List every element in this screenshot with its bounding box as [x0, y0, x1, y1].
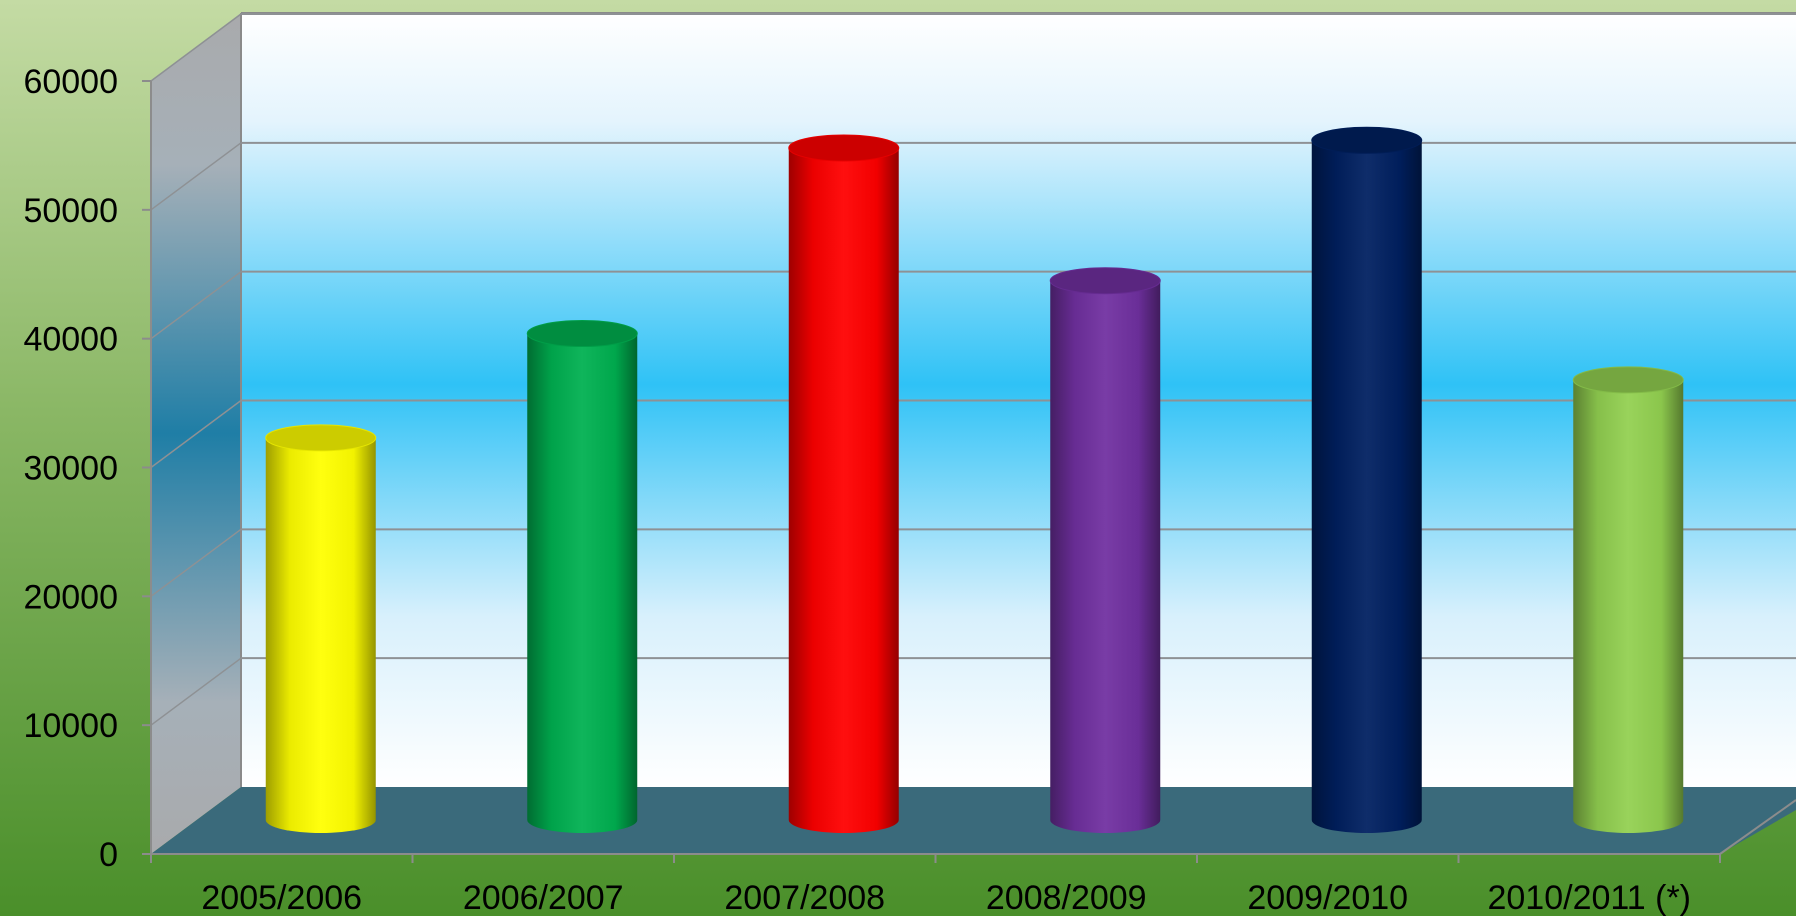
bar-body	[527, 333, 638, 833]
side-gridline	[150, 657, 242, 726]
gridlines	[150, 13, 1796, 726]
side-gridline	[150, 142, 242, 211]
y-tick-label: 10000	[23, 707, 118, 745]
bar-top	[1311, 126, 1423, 154]
y-tick-label: 40000	[23, 321, 118, 359]
x-tick-label: 2006/2007	[463, 879, 624, 916]
bar-top	[265, 424, 377, 452]
bar-top	[526, 320, 638, 348]
bar-top	[1572, 366, 1684, 394]
y-tick-label: 50000	[23, 192, 118, 230]
x-tick-label: 2005/2006	[201, 879, 362, 916]
plot-floor	[151, 787, 1796, 854]
x-tick-label: 2009/2010	[1247, 879, 1408, 916]
x-axis-ticks: 2005/2006 2006/2007 2007/2008 2008/2009 2009…	[150, 854, 1721, 916]
bar	[265, 424, 377, 834]
y-tick-label: 30000	[23, 450, 118, 488]
y-axis-ticks: 0 10000 20000 30000 40000 50000 60000	[23, 63, 151, 874]
x-tick-label: 2010/2011 (*)	[1487, 879, 1691, 916]
bar-top	[788, 134, 900, 162]
bar-top	[1049, 267, 1161, 295]
x-tick-label: 2007/2008	[724, 879, 885, 916]
bar-body	[1573, 379, 1684, 834]
side-gridline	[150, 528, 242, 597]
bar	[526, 320, 638, 833]
floor-right-edge	[1719, 799, 1796, 855]
bar-body	[1311, 140, 1422, 834]
y-tick-label: 20000	[23, 578, 118, 616]
side-gridline	[150, 271, 242, 340]
bar	[1049, 267, 1161, 834]
bar-body	[788, 147, 899, 833]
y-tick-label: 0	[99, 836, 118, 874]
bar-body	[265, 437, 376, 834]
bar-body	[1050, 280, 1161, 834]
x-tick-label: 2008/2009	[986, 879, 1147, 916]
bar	[788, 134, 900, 833]
side-gridline	[150, 13, 242, 82]
bar	[1572, 366, 1684, 834]
bars	[265, 126, 1684, 834]
bar	[1311, 126, 1423, 834]
side-gridline	[150, 399, 242, 469]
y-tick-label: 60000	[23, 63, 118, 101]
